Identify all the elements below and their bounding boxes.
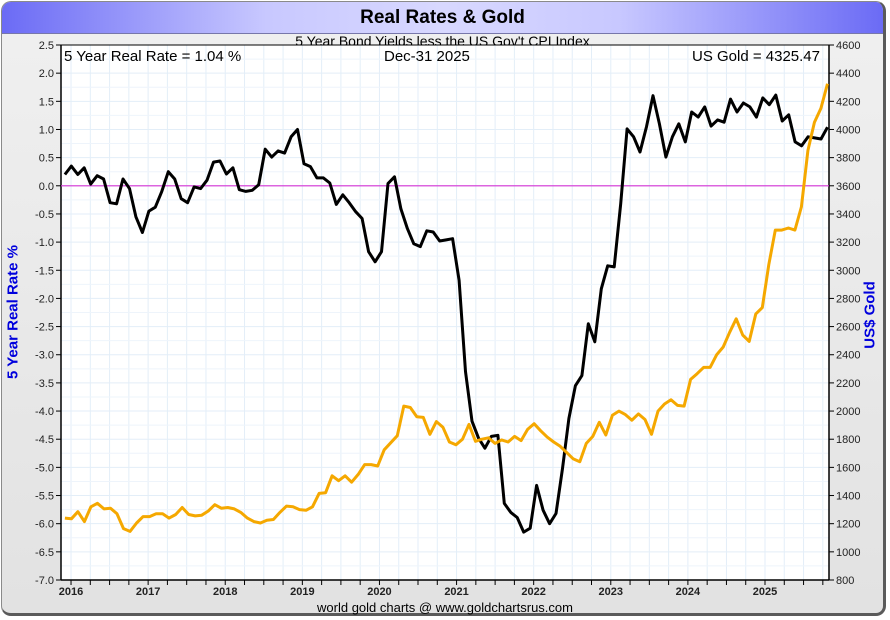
left-tick-label: -1.5: [35, 265, 54, 277]
right-axis-label: US$ Gold: [861, 281, 879, 349]
right-tick-label: 4200: [836, 96, 860, 108]
right-tick-label: 2400: [836, 350, 860, 362]
right-tick-label: 4400: [836, 68, 860, 80]
bottom-tick-label: 2024: [676, 586, 701, 598]
right-tick-label: 1400: [836, 491, 860, 503]
right-tick-label: 2200: [836, 378, 860, 390]
bottom-tick-label: 2018: [213, 586, 237, 598]
gold-price-line: [64, 83, 829, 533]
left-tick-label: 0.5: [39, 153, 54, 165]
left-axis-label: 5 Year Real Rate %: [4, 245, 22, 379]
left-tick-label: 2.0: [39, 68, 54, 80]
left-tick-label: -2.5: [35, 322, 54, 334]
left-tick-label: -6.0: [35, 519, 54, 531]
right-tick-label: 2800: [836, 293, 860, 305]
left-tick-label: -3.0: [35, 350, 54, 362]
bottom-tick-label: 2019: [290, 586, 314, 598]
real-rate-annotation: 5 Year Real Rate = 1.04 %: [64, 48, 242, 65]
left-tick-label: -5.0: [35, 462, 54, 474]
right-tick-label: 1200: [836, 519, 860, 531]
left-tick-label: 1.0: [39, 124, 54, 136]
left-tick-label: 2.5: [39, 40, 54, 52]
left-tick-label: -4.0: [35, 406, 54, 418]
bottom-tick-label: 2016: [59, 586, 83, 598]
right-tick-label: 3200: [836, 237, 860, 249]
gold-price-annotation: US Gold = 4325.47: [691, 48, 820, 65]
bottom-tick-label: 2025: [753, 586, 777, 598]
bottom-tick-label: 2020: [367, 586, 391, 598]
date-annotation: Dec-31 2025: [384, 48, 470, 65]
right-tick-label: 1000: [836, 547, 860, 559]
chart-title: Real Rates & Gold: [360, 7, 525, 28]
left-tick-label: 1.5: [39, 96, 54, 108]
right-tick-label: 1600: [836, 462, 860, 474]
left-tick-label: -6.5: [35, 547, 54, 559]
bottom-tick-label: 2022: [521, 586, 545, 598]
right-tick-label: 3800: [836, 153, 860, 165]
left-tick-label: -3.5: [35, 378, 54, 390]
right-tick-label: 3600: [836, 181, 860, 193]
footer-credit: world gold charts @ www.goldchartsrus.co…: [317, 600, 573, 615]
left-tick-label: 0.0: [39, 181, 54, 193]
left-tick-label: -5.5: [35, 491, 54, 503]
real-rate-line: [63, 93, 829, 534]
bottom-tick-label: 2021: [444, 586, 468, 598]
right-tick-label: 1800: [836, 434, 860, 446]
right-tick-label: 4600: [836, 40, 860, 52]
left-tick-label: -2.0: [35, 293, 54, 305]
bottom-tick-label: 2017: [136, 586, 160, 598]
bottom-tick-label: 2023: [599, 586, 623, 598]
left-tick-label: -7.0: [35, 575, 54, 587]
right-tick-label: 2000: [836, 406, 860, 418]
right-tick-label: 2600: [836, 322, 860, 334]
right-tick-label: 800: [836, 575, 854, 587]
right-tick-label: 3400: [836, 209, 860, 221]
title-bar: [2, 2, 883, 34]
left-tick-label: -4.5: [35, 434, 54, 446]
left-tick-label: -1.0: [35, 237, 54, 249]
right-tick-label: 4000: [836, 124, 860, 136]
right-tick-label: 3000: [836, 265, 860, 277]
left-tick-label: -0.5: [35, 209, 54, 221]
